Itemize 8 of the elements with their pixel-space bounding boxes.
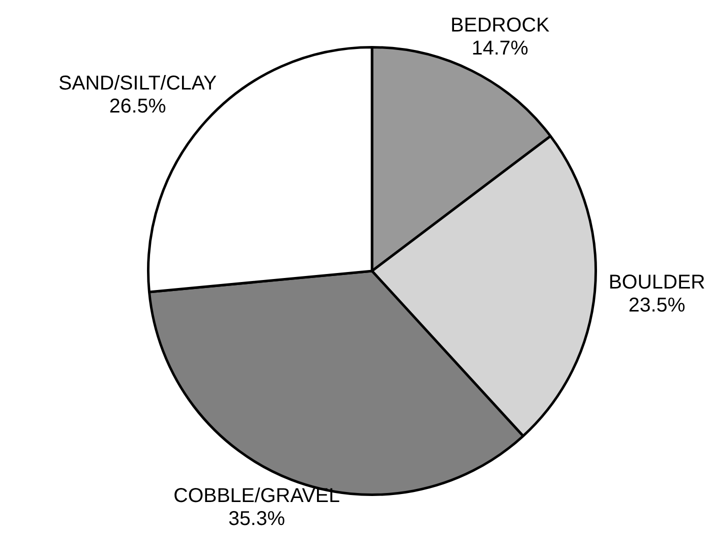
data-label: 14.7% [472, 38, 529, 60]
data-label: 23.5% [628, 294, 686, 317]
slice-label: BOULDER [608, 272, 706, 294]
slice-label: SAND/SILT/CLAY [58, 72, 217, 95]
slice-label: BEDROCK [450, 14, 550, 37]
slice-label: COBBLE/GRAVEL [173, 485, 340, 508]
data-label: 35.3% [228, 508, 286, 530]
data-label: 26.5% [109, 96, 166, 118]
